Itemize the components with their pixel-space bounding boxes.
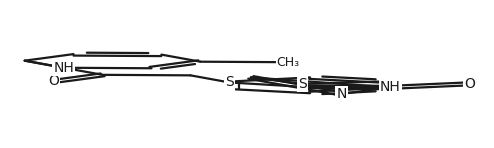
Text: CH₃: CH₃: [277, 56, 300, 69]
Text: NH: NH: [53, 61, 74, 75]
Text: O: O: [48, 74, 59, 88]
Text: S: S: [298, 77, 307, 91]
Text: O: O: [464, 77, 475, 91]
Text: N: N: [336, 87, 347, 101]
Text: NH: NH: [380, 80, 401, 94]
Text: S: S: [225, 75, 234, 89]
